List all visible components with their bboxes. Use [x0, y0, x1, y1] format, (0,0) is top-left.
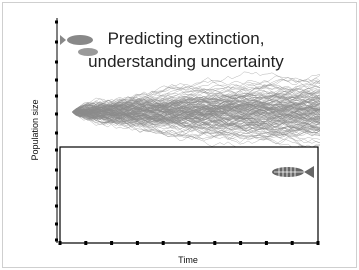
- y-tick: [55, 61, 58, 64]
- x-tick: [317, 241, 320, 245]
- y-tick: [55, 205, 58, 208]
- y-tick: [55, 41, 58, 44]
- title-line: Predicting extinction,: [108, 29, 265, 48]
- x-tick: [59, 241, 62, 245]
- x-tick: [213, 241, 216, 245]
- y-tick: [55, 113, 58, 116]
- page: Predicting extinction, understanding unc…: [0, 0, 359, 270]
- y-tick: [55, 149, 58, 152]
- lower-panel: [60, 147, 318, 243]
- y-tick: [55, 95, 58, 98]
- slide: Predicting extinction, understanding unc…: [0, 0, 359, 270]
- x-tick: [291, 241, 294, 245]
- x-tick: [84, 241, 87, 245]
- title-line: understanding uncertainty: [88, 52, 284, 71]
- x-tick: [162, 241, 165, 245]
- x-tick: [265, 241, 268, 245]
- y-tick: [55, 21, 58, 24]
- x-axis-label: Time: [178, 255, 198, 265]
- x-tick: [188, 241, 191, 245]
- y-tick: [55, 169, 58, 172]
- y-axis-label: Population size: [30, 99, 40, 160]
- x-tick: [239, 241, 242, 245]
- y-tick: [55, 239, 58, 242]
- y-tick: [55, 223, 58, 226]
- y-tick: [55, 132, 58, 135]
- x-tick: [110, 241, 113, 245]
- y-tick: [55, 79, 58, 82]
- x-tick: [136, 241, 139, 245]
- y-tick: [55, 187, 58, 190]
